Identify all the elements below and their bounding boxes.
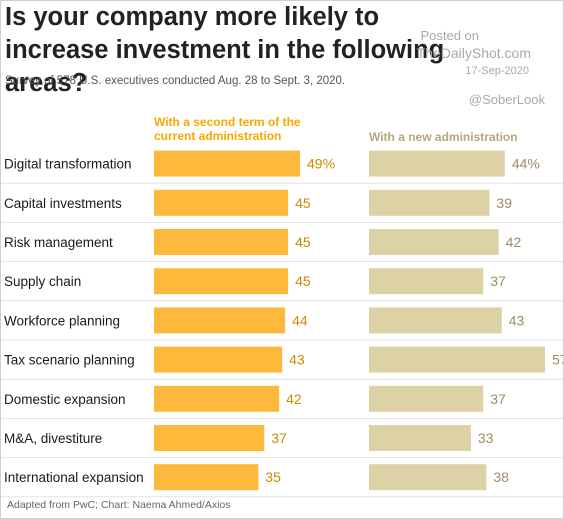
category-label: M&A, divestiture — [4, 431, 102, 446]
bar-series-a — [154, 229, 289, 255]
bar-series-b — [369, 307, 502, 334]
category-label: Capital investments — [4, 196, 122, 211]
bar-series-a — [154, 385, 280, 412]
watermark-site: TheDailyShot.com — [416, 45, 531, 61]
value-label-series-a: 49% — [307, 156, 335, 172]
chart-title: Is your company more likely to increase … — [5, 3, 445, 97]
bar-series-a — [154, 425, 265, 451]
value-label-series-b: 42 — [506, 234, 522, 250]
watermark-posted: Posted on — [420, 28, 479, 43]
value-label-series-b: 39 — [496, 195, 512, 211]
value-label-series-b: 38 — [493, 469, 509, 485]
bar-series-b — [369, 425, 471, 451]
bar-series-a — [154, 307, 286, 334]
value-label-series-a: 42 — [286, 391, 302, 407]
value-label-series-a: 43 — [289, 352, 305, 368]
value-label-series-b: 37 — [490, 273, 506, 289]
series-a-header: With a second term of the current admini… — [154, 115, 301, 143]
value-label-series-b: 37 — [490, 391, 506, 407]
series-b-header: With a new administration — [369, 130, 518, 144]
bar-series-a — [154, 346, 283, 373]
bar-series-b — [369, 229, 499, 255]
value-label-series-b: 57 — [552, 352, 563, 368]
value-label-series-a: 45 — [295, 195, 311, 211]
bar-series-a — [154, 189, 289, 216]
category-label: Supply chain — [4, 274, 81, 289]
category-label: Tax scenario planning — [4, 353, 135, 368]
chart-subtitle: Survey of 578 U.S. executives conducted … — [5, 75, 346, 87]
value-label-series-a: 45 — [295, 273, 311, 289]
bar-series-a — [154, 464, 259, 491]
watermark-date: 17-Sep-2020 — [465, 65, 529, 77]
bar-series-b — [369, 346, 545, 373]
value-label-series-a: 44 — [292, 312, 308, 328]
bar-series-b — [369, 189, 490, 216]
bar-series-b — [369, 150, 505, 177]
value-label-series-b: 33 — [478, 430, 494, 446]
value-label-series-a: 45 — [295, 234, 311, 250]
chart-source: Adapted from PwC; Chart: Naema Ahmed/Axi… — [7, 499, 231, 511]
category-label: Domestic expansion — [4, 392, 126, 407]
value-label-series-a: 35 — [265, 469, 281, 485]
category-label: Digital transformation — [4, 157, 132, 172]
bar-series-a — [154, 268, 289, 295]
category-label: Workforce planning — [4, 313, 120, 328]
watermark-handle: @SoberLook — [468, 92, 545, 107]
bar-series-b — [369, 385, 484, 412]
bar-series-a — [154, 150, 300, 177]
value-label-series-b: 43 — [509, 312, 525, 328]
value-label-series-b: 44% — [512, 156, 540, 172]
value-label-series-a: 37 — [271, 430, 287, 446]
category-label: International expansion — [4, 470, 144, 485]
bar-series-b — [369, 464, 487, 491]
category-label: Risk management — [4, 235, 113, 250]
bar-series-b — [369, 268, 484, 295]
